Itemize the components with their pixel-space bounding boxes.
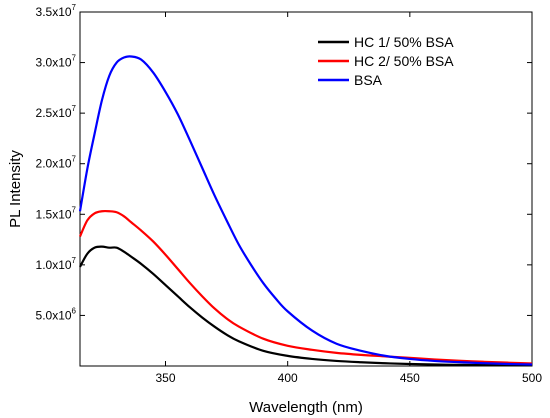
- y-axis-title: PL Intensity: [7, 150, 24, 228]
- legend-label-3: BSA: [354, 72, 383, 88]
- series-line-1: [79, 245, 533, 367]
- x-tick-label: 350: [155, 371, 175, 385]
- x-tick-label: 450: [400, 371, 420, 385]
- y-tick-label: 3.0x107: [36, 54, 77, 70]
- x-tick-label: 400: [278, 371, 298, 385]
- plot-area: [79, 11, 533, 367]
- y-tick-label: 2.0x107: [36, 155, 77, 171]
- y-tick-label: 1.5x107: [36, 205, 77, 221]
- y-tick-label: 2.5x107: [36, 104, 77, 120]
- x-tick-label: 500: [522, 371, 542, 385]
- y-tick-label: 5.0x106: [36, 306, 77, 322]
- x-axis-ticks: 350 400 450 500: [155, 12, 542, 385]
- x-axis-title: Wavelength (nm): [249, 399, 363, 416]
- legend: HC 1/ 50% BSA HC 2/ 50% BSA BSA: [318, 34, 454, 88]
- legend-label-2: HC 2/ 50% BSA: [354, 53, 454, 69]
- series-lines: [78, 55, 533, 367]
- y-axis-ticks: 5.0x106 1.0x107 1.5x107 2.0x107 2.5x107 3.0x1…: [36, 3, 532, 322]
- series-line-2: [78, 209, 533, 365]
- y-tick-label: 1.0x107: [36, 256, 77, 272]
- y-tick-label: 3.5x107: [36, 3, 77, 19]
- legend-label-1: HC 1/ 50% BSA: [354, 34, 454, 50]
- series-line-3: [78, 55, 533, 366]
